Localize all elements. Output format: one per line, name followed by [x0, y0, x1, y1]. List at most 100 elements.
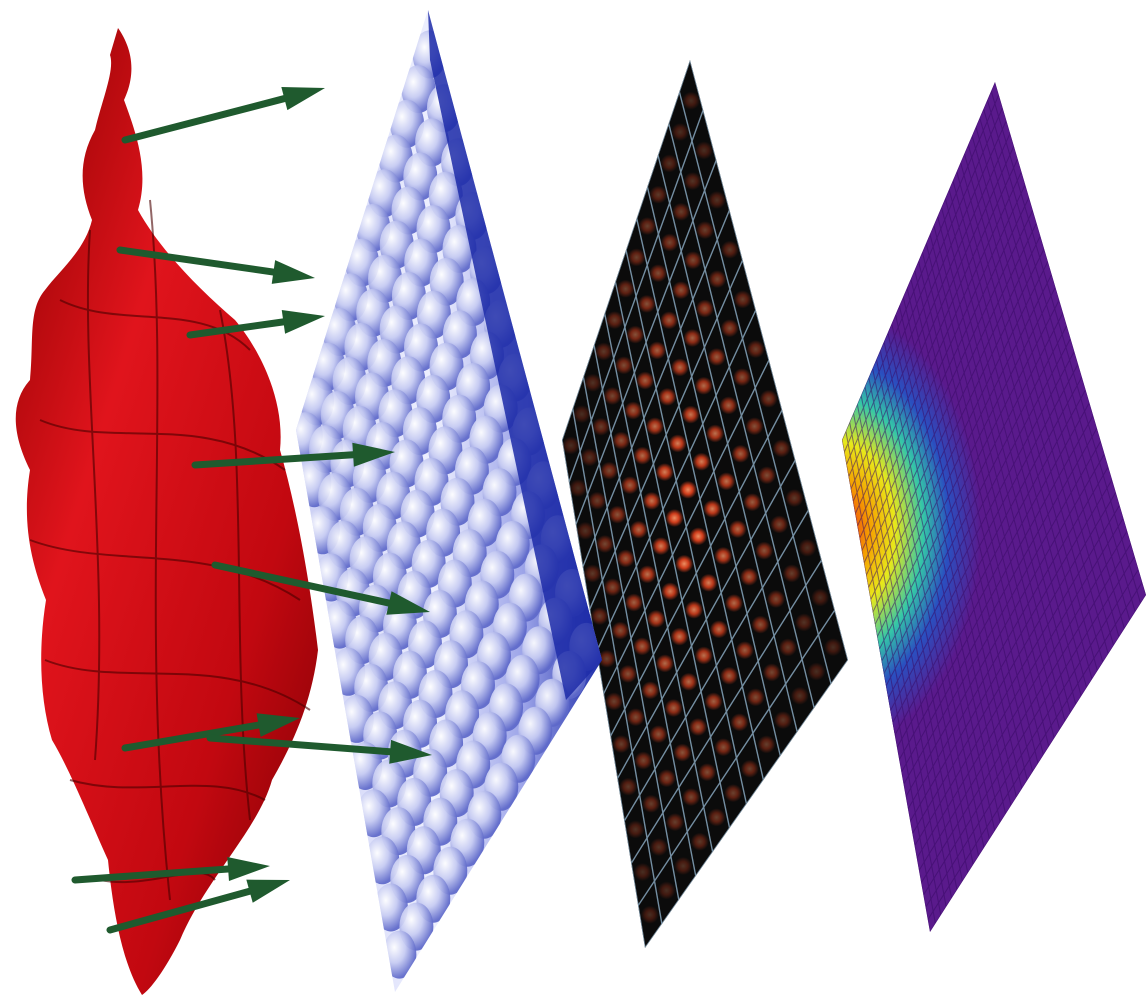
- mesh-line: [219, 309, 251, 821]
- arrow: [116, 246, 315, 284]
- focal-spot: [665, 509, 684, 527]
- grid-line: [896, 402, 1090, 748]
- focal-spot: [682, 91, 701, 110]
- focal-spot: [647, 609, 666, 628]
- arrow: [191, 442, 395, 469]
- focal-spot: [695, 299, 714, 318]
- focal-spot: [626, 325, 645, 344]
- focal-spot: [689, 718, 707, 736]
- focal-spot: [772, 439, 791, 458]
- grid-line: [879, 350, 985, 848]
- grid-line: [911, 492, 1117, 834]
- arrow: [206, 734, 432, 764]
- focal-spot: [733, 368, 752, 387]
- focal-spot: [675, 554, 694, 573]
- grid-line: [582, 376, 680, 901]
- focal-spot: [811, 588, 830, 607]
- arrow: [71, 857, 270, 884]
- focal-spot: [569, 479, 588, 498]
- focal-spot: [638, 565, 657, 584]
- focal-spot: [685, 600, 703, 619]
- focal-spot: [655, 654, 674, 673]
- focal-spot: [709, 620, 728, 639]
- focal-spot: [807, 662, 826, 681]
- focal-spot: [608, 505, 627, 524]
- grid-line: [571, 408, 663, 925]
- focal-spot: [597, 649, 616, 668]
- focal-spot: [757, 466, 776, 485]
- focal-spot: [648, 341, 667, 360]
- grid-line: [918, 260, 1039, 764]
- focal-spot: [679, 480, 697, 499]
- focal-spot: [636, 371, 655, 390]
- focal-spot: [704, 692, 723, 711]
- focal-spot: [785, 489, 804, 508]
- grid-line: [852, 413, 947, 907]
- focal-spot: [719, 396, 738, 415]
- lenslet-array-panel: [296, 10, 602, 992]
- focal-spot: [634, 751, 653, 770]
- focal-spot: [671, 123, 690, 141]
- focal-spot: [751, 615, 770, 634]
- focal-spot: [698, 763, 717, 782]
- focal-spot: [666, 813, 684, 832]
- focal-spot: [720, 666, 739, 685]
- focal-spot: [629, 520, 648, 539]
- grid-line: [891, 323, 1001, 823]
- focal-spot: [720, 240, 739, 259]
- lenslet: [373, 883, 408, 932]
- grid-line: [856, 404, 953, 899]
- grid-line: [875, 359, 980, 857]
- focal-spot: [660, 233, 679, 252]
- focal-spot: [624, 401, 643, 420]
- focal-spot: [626, 820, 645, 839]
- focal-spot: [706, 424, 725, 443]
- focal-spot: [657, 769, 676, 788]
- focal-spot: [640, 905, 659, 924]
- focal-spot: [707, 808, 726, 827]
- focal-spot: [660, 154, 679, 173]
- arrow: [211, 561, 430, 615]
- focal-spot: [627, 248, 646, 267]
- mesh-line: [149, 199, 171, 901]
- focal-spot: [641, 681, 660, 700]
- focal-spot: [746, 688, 765, 707]
- focal-spot: [689, 527, 708, 546]
- spot-pattern-panel: [562, 60, 848, 948]
- arrow-group: [71, 86, 432, 934]
- focal-spot: [731, 444, 750, 463]
- focal-spot: [699, 573, 718, 592]
- focal-spot: [605, 311, 624, 330]
- focal-spot: [661, 582, 680, 601]
- grid-line: [883, 341, 990, 840]
- focal-spot: [682, 788, 701, 807]
- focal-spot: [790, 686, 809, 705]
- focal-spot: [651, 537, 670, 556]
- focal-spot: [774, 711, 793, 730]
- grid-line: [906, 287, 1023, 789]
- focal-spot: [616, 279, 635, 298]
- focal-spot: [580, 448, 599, 467]
- arrow: [121, 713, 300, 752]
- focal-spot: [740, 567, 759, 586]
- focal-spot: [743, 493, 762, 512]
- focal-spot: [619, 777, 638, 796]
- focal-spot: [649, 838, 668, 857]
- focal-spot: [762, 663, 781, 682]
- focal-spot: [649, 264, 668, 283]
- grid-line: [925, 569, 1139, 908]
- arrow: [186, 309, 325, 339]
- focal-spot: [684, 251, 702, 270]
- focal-spot: [767, 590, 785, 608]
- focal-spot: [612, 735, 631, 754]
- focal-spot: [638, 217, 657, 236]
- grid-line: [895, 314, 1007, 815]
- focal-spot: [745, 417, 764, 436]
- focal-spot: [658, 387, 677, 406]
- focal-spot: [798, 538, 817, 557]
- focal-spot: [583, 373, 602, 392]
- focal-spot: [674, 857, 693, 875]
- focal-spot: [690, 832, 709, 851]
- focal-spot: [778, 638, 797, 657]
